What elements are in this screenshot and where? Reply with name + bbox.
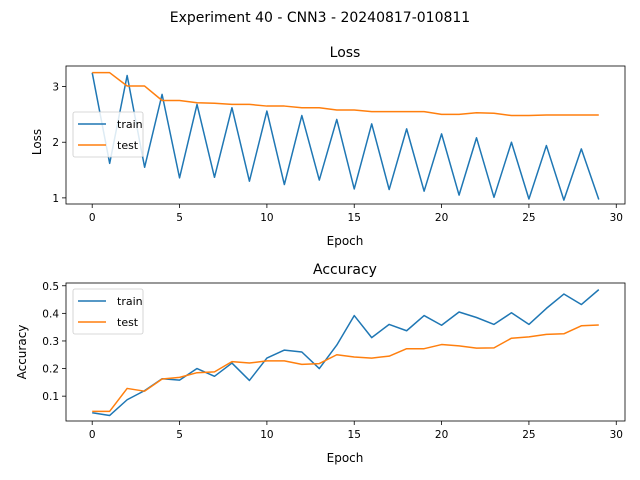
loss-legend: train test — [72, 111, 144, 158]
loss-series-test-line — [92, 71, 599, 117]
accuracy-legend: train test — [72, 288, 144, 335]
loss-legend-label-train: train — [117, 118, 143, 131]
accuracy-xtick-label: 0 — [89, 429, 96, 441]
accuracy-xtick-label: 10 — [260, 429, 273, 441]
loss-title: Loss — [330, 45, 361, 61]
accuracy-legend-label-test: test — [117, 316, 139, 329]
accuracy-xtick-label: 25 — [522, 429, 535, 441]
accuracy-ylabel: Accuracy — [15, 325, 29, 380]
loss-xtick-label: 10 — [260, 212, 273, 224]
loss-ytick-label: 1 — [52, 193, 59, 205]
accuracy-series-test-line — [92, 324, 599, 413]
loss-axes-frame — [65, 65, 626, 205]
loss-xtick-label: 0 — [89, 212, 96, 224]
loss-ytick-label: 3 — [52, 82, 59, 94]
accuracy-xtick-label: 5 — [176, 429, 183, 441]
accuracy-legend-label-train: train — [117, 295, 143, 308]
accuracy-xtick-label: 30 — [610, 429, 623, 441]
loss-xtick-label: 25 — [522, 212, 535, 224]
figure-suptitle: Experiment 40 - CNN3 - 20240817-010811 — [170, 10, 470, 26]
loss-xlabel: Epoch — [327, 234, 364, 248]
accuracy-series-train-line — [92, 289, 600, 417]
loss-xtick-label: 5 — [176, 212, 183, 224]
accuracy-ytick-label: 0.3 — [42, 336, 59, 348]
loss-subplot: Loss Epoch Loss 0 5 10 15 20 25 30 1 2 3 train test — [30, 45, 626, 248]
accuracy-xtick-label: 20 — [435, 429, 448, 441]
accuracy-ytick-label: 0.1 — [42, 391, 59, 403]
loss-xtick-label: 20 — [435, 212, 448, 224]
loss-xtick-label: 30 — [610, 212, 623, 224]
loss-ytick-label: 2 — [52, 137, 59, 149]
accuracy-xtick-label: 15 — [348, 429, 361, 441]
loss-series-train-line — [91, 72, 600, 201]
accuracy-ytick-label: 0.4 — [42, 308, 59, 320]
loss-legend-label-test: test — [117, 139, 139, 152]
loss-xtick-label: 15 — [348, 212, 361, 224]
loss-ylabel: Loss — [30, 129, 44, 155]
accuracy-xlabel: Epoch — [327, 451, 364, 465]
accuracy-ytick-label: 0.2 — [42, 364, 59, 376]
accuracy-subplot: Accuracy Epoch Accuracy 0 5 10 15 20 25 30 0.1 0… — [15, 262, 626, 465]
accuracy-title: Accuracy — [313, 262, 377, 278]
accuracy-ytick-label: 0.5 — [42, 281, 59, 293]
accuracy-axes-frame — [65, 282, 626, 422]
